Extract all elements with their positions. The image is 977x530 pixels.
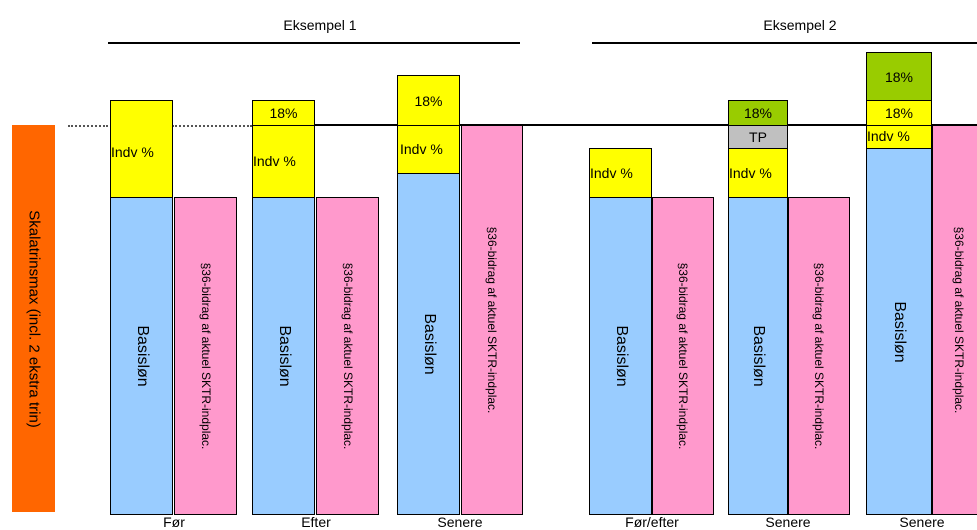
x-label-for: Før <box>163 514 185 530</box>
indv-box: Indv % <box>728 148 788 198</box>
example2-rule <box>592 42 977 44</box>
x-label-senere-1: Senere <box>437 514 483 530</box>
pct18-label: 18% <box>884 105 914 121</box>
indv-box: Indv % <box>252 125 315 198</box>
basis-label: Basisløn <box>891 300 908 363</box>
bidrag-bar: §36-bidrag af aktuel SKTR-indplac. <box>932 125 977 515</box>
example2-title: Eksempel 2 <box>763 17 837 33</box>
bidrag-bar: §36-bidrag af aktuel SKTR-indplac. <box>461 125 523 515</box>
basis-bar: Basisløn <box>110 197 173 515</box>
skalatrinsmax-bar: Skalatrinsmax (incl. 2 ekstra trin) <box>12 125 55 512</box>
bidrag-label: §36-bidrag af aktuel SKTR-indplac. <box>676 262 690 450</box>
indv-box: Indv % <box>110 100 173 198</box>
x-label-efter: Efter <box>301 514 331 530</box>
indv-box: Indv % <box>397 125 460 174</box>
tp-box: TP <box>728 125 788 149</box>
basis-bar: Basisløn <box>252 197 315 515</box>
pct18-box: 18% <box>252 100 315 126</box>
indv-box: Indv % <box>589 148 652 198</box>
pct18-box: 18% <box>728 100 788 126</box>
basis-bar: Basisløn <box>589 197 652 515</box>
bidrag-label: §36-bidrag af aktuel SKTR-indplac. <box>198 262 213 450</box>
indv-box: Indv % <box>866 125 932 149</box>
pct18-box-green: 18% <box>866 52 932 101</box>
max-line-dotted-2 <box>172 125 252 127</box>
basis-bar: Basisløn <box>728 197 788 515</box>
indv-label: Indv % <box>111 144 154 160</box>
basis-label: Basisløn <box>750 325 767 387</box>
example1-rule <box>108 42 520 44</box>
basis-label: Basisløn <box>612 325 630 387</box>
max-line <box>314 124 977 126</box>
indv-label: Indv % <box>253 153 296 169</box>
basis-label: Basisløn <box>275 325 293 387</box>
skalatrinsmax-label: Skalatrinsmax (incl. 2 ekstra trin) <box>25 209 42 428</box>
bidrag-label: §36-bidrag af aktuel SKTR-indplac. <box>340 262 355 450</box>
example1-title: Eksempel 1 <box>283 17 357 33</box>
bidrag-bar: §36-bidrag af aktuel SKTR-indplac. <box>316 197 379 515</box>
pct18-label: 18% <box>269 105 298 121</box>
indv-label: Indv % <box>590 165 633 181</box>
basis-bar: Basisløn <box>866 148 932 515</box>
basis-bar: Basisløn <box>397 173 460 515</box>
tp-label: TP <box>749 129 767 145</box>
x-label-senere-2: Senere <box>765 514 811 530</box>
basis-label: Basisløn <box>133 325 151 387</box>
bidrag-label: §36-bidrag af aktuel SKTR-indplac. <box>812 262 826 450</box>
bidrag-bar: §36-bidrag af aktuel SKTR-indplac. <box>652 197 714 515</box>
bidrag-bar: §36-bidrag af aktuel SKTR-indplac. <box>788 197 850 515</box>
indv-label: Indv % <box>400 141 443 157</box>
bidrag-label: §36-bidrag af aktuel SKTR-indplac. <box>485 226 499 414</box>
x-label-senere-3: Senere <box>899 514 945 530</box>
pct18-label: 18% <box>884 68 914 85</box>
pct18-box: 18% <box>866 100 932 126</box>
bidrag-bar: §36-bidrag af aktuel SKTR-indplac. <box>174 197 237 515</box>
pct18-label: 18% <box>414 92 443 109</box>
basis-label: Basisløn <box>420 313 438 375</box>
indv-label: Indv % <box>867 128 910 144</box>
max-line-dotted <box>68 125 108 127</box>
x-label-for-efter: Før/efter <box>625 514 679 530</box>
pct18-box: 18% <box>397 75 460 126</box>
bidrag-label: §36-bidrag af aktuel SKTR-indplac. <box>952 226 967 414</box>
pct18-label: 18% <box>743 105 773 121</box>
indv-label: Indv % <box>729 165 772 181</box>
